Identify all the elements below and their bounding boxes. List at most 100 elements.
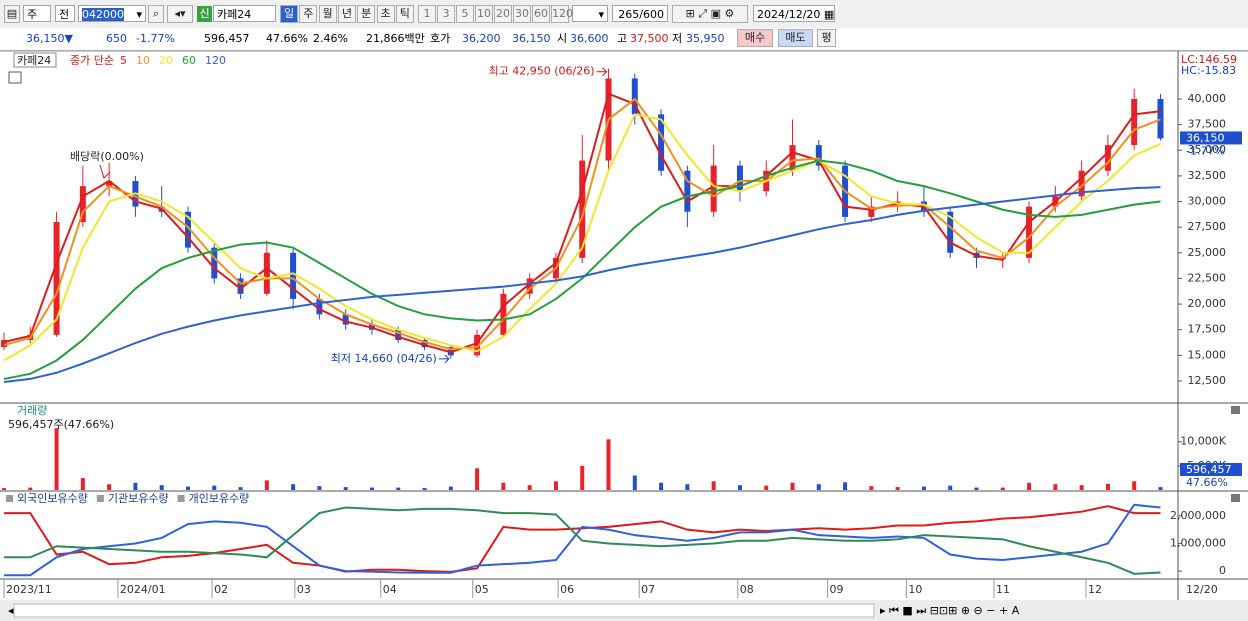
- code-input[interactable]: 042000 ▾: [78, 5, 146, 22]
- candle-body: [342, 314, 349, 325]
- x-tick-label: 07: [641, 583, 655, 596]
- close-icon[interactable]: [1231, 494, 1240, 502]
- volume-bar: [291, 484, 296, 490]
- volume-bar: [869, 486, 874, 490]
- scroll-track[interactable]: [13, 603, 875, 618]
- volume-bar: [790, 482, 795, 490]
- count-input[interactable]: 265/600: [612, 5, 668, 22]
- tool-icons[interactable]: ⊞ ⤢ ▣ ⚙: [672, 5, 748, 23]
- volume-bar: [212, 485, 217, 490]
- x-tick-label: 2024/01: [120, 583, 166, 596]
- ask-label: 호가: [430, 32, 451, 45]
- ask: 36,200: [462, 32, 501, 45]
- number-button[interactable]: 120: [551, 5, 573, 23]
- candle-body: [920, 201, 927, 212]
- volume-bar: [185, 486, 190, 490]
- candle-body: [999, 257, 1006, 259]
- number-button[interactable]: 10: [475, 5, 493, 23]
- volume-bar: [1132, 481, 1137, 490]
- settings-icon: [8, 71, 22, 84]
- volume-pct: 47.66%: [266, 32, 308, 45]
- candle-body: [710, 165, 717, 212]
- number-button[interactable]: 3: [437, 5, 455, 23]
- legend-entry: 10: [136, 54, 150, 67]
- sell-button[interactable]: 매도: [778, 29, 813, 47]
- pane-subtitle: 596,457주(47.66%): [8, 418, 114, 431]
- volume-bar: [921, 486, 926, 490]
- candle-body: [184, 211, 191, 248]
- annotation-arrow: [99, 164, 111, 179]
- price: 36,150▼: [26, 32, 73, 45]
- search-icon[interactable]: ⌕: [148, 5, 164, 23]
- buy-button[interactable]: 매수: [737, 29, 773, 47]
- y-tick-label: 0: [1219, 564, 1226, 577]
- interval-button[interactable]: 주: [299, 5, 318, 23]
- last-volume: 596,457: [1186, 463, 1232, 476]
- volume-bar: [1027, 482, 1032, 490]
- ma-label: 종가 단순: [70, 54, 114, 67]
- high-label: 고: [617, 32, 628, 45]
- y-tick-label: 17,500: [1188, 323, 1227, 336]
- scrollbar[interactable]: [0, 600, 1248, 621]
- volume-bar: [632, 475, 637, 490]
- name-field: 카페24: [213, 5, 276, 22]
- volume-bar: [553, 481, 558, 490]
- candle-body: [290, 252, 297, 299]
- volume-bar: [238, 487, 243, 490]
- interval-button[interactable]: 분: [357, 5, 376, 23]
- candle-body: [421, 339, 428, 348]
- scroll-controls[interactable]: ▸ ⏮ ■ ⏭ ⊟⊡⊞ ⊕ ⊖ − + A: [880, 604, 1020, 617]
- volume-bar: [843, 482, 848, 490]
- candle-body: [763, 170, 770, 192]
- candle-body: [947, 211, 954, 253]
- sound-icon[interactable]: ◂▾: [167, 5, 193, 23]
- series-line: [3, 186, 1161, 383]
- x-tick-label: 04: [383, 583, 397, 596]
- date-input[interactable]: 2024/12/20 ▦: [753, 5, 835, 22]
- annotation: 배당락(0.00%): [70, 150, 144, 163]
- volume-bar: [317, 486, 322, 490]
- candle-body: [211, 247, 218, 279]
- count-select[interactable]: ▾: [572, 5, 608, 22]
- candle-body: [79, 186, 86, 223]
- interval-button[interactable]: 월: [318, 5, 337, 23]
- candle-body: [552, 257, 559, 279]
- candle-body: [842, 165, 849, 217]
- x-tick-label: 11: [996, 583, 1010, 596]
- number-button[interactable]: 5: [456, 5, 474, 23]
- interval-button[interactable]: 틱: [395, 5, 414, 23]
- prev-select[interactable]: 전: [55, 5, 75, 22]
- volume-bar: [107, 484, 112, 490]
- legend-swatch: [96, 495, 104, 502]
- y-tick-label: 30,000: [1188, 195, 1227, 208]
- menu-icon[interactable]: ▤: [4, 5, 20, 23]
- pane-title: 거래량: [17, 404, 47, 417]
- interval-button[interactable]: 일: [280, 5, 298, 23]
- y-tick-label: 5,000K: [1187, 459, 1226, 472]
- candle-body: [368, 324, 375, 330]
- volume-bar: [1053, 484, 1058, 490]
- change-pct: -1.77%: [136, 32, 175, 45]
- avg-button[interactable]: 평: [817, 29, 836, 47]
- volume-bar: [343, 487, 348, 490]
- series-line: [3, 113, 1161, 362]
- candle-body: [263, 252, 270, 294]
- y-tick-label: 27,500: [1188, 220, 1227, 233]
- close-icon[interactable]: [1231, 406, 1240, 414]
- period-type[interactable]: 주: [23, 5, 51, 22]
- y-tick-label: 35,000: [1188, 143, 1227, 156]
- number-button[interactable]: 1: [418, 5, 436, 23]
- number-button[interactable]: 60: [532, 5, 550, 23]
- y-tick-label: 2,000,000: [1170, 509, 1226, 522]
- code-text: 042000: [82, 8, 124, 21]
- scroll-left[interactable]: ◂: [8, 604, 14, 617]
- candle-body: [1157, 98, 1164, 139]
- number-button[interactable]: 30: [513, 5, 531, 23]
- number-button[interactable]: 20: [494, 5, 512, 23]
- interval-button[interactable]: 초: [376, 5, 395, 23]
- change: 650: [106, 32, 127, 45]
- interval-button[interactable]: 년: [337, 5, 356, 23]
- hc-label: HC:-15.83: [1181, 64, 1236, 77]
- volume-bar: [685, 484, 690, 490]
- volume-bar: [895, 487, 900, 490]
